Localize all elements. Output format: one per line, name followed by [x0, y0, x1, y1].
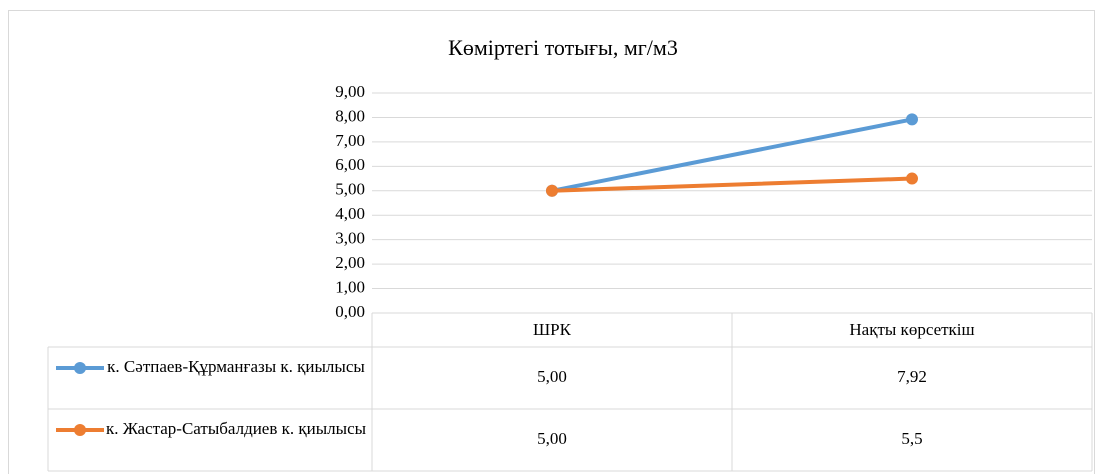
legend-marker: [74, 424, 86, 436]
series-line: [550, 176, 914, 193]
data-table-value: 7,92: [897, 367, 927, 386]
data-table-value: 5,5: [901, 429, 922, 448]
y-tick-label: 6,00: [335, 155, 365, 174]
chart-title: Көміртегі тотығы, мг/м3: [448, 35, 678, 60]
y-tick-label: 8,00: [335, 106, 365, 125]
legend-label: к. Жастар-Сатыбалдиев к. қиылысы: [105, 419, 367, 438]
series-marker: [906, 113, 918, 126]
y-tick-label: 2,00: [335, 253, 365, 272]
y-tick-label: 1,00: [335, 277, 365, 296]
y-tick-label: 3,00: [335, 229, 365, 248]
category-label: ШРК: [533, 320, 572, 339]
category-label: Нақты көрсеткіш: [849, 320, 974, 339]
legend-marker: [74, 362, 86, 374]
data-table-value: 5,00: [537, 367, 567, 386]
legend-label: к. Сәтпаев-Құрманғазы к. қиылысы: [107, 357, 365, 376]
series-marker: [546, 184, 558, 197]
series-line: [550, 117, 914, 193]
y-tick-label: 0,00: [335, 302, 365, 321]
chart-border: [8, 10, 1095, 474]
y-tick-label: 5,00: [335, 180, 365, 199]
data-table-value: 5,00: [537, 429, 567, 448]
series-marker: [906, 172, 918, 185]
y-tick-label: 7,00: [335, 131, 365, 150]
y-tick-label: 9,00: [335, 82, 365, 101]
y-tick-label: 4,00: [335, 204, 365, 223]
